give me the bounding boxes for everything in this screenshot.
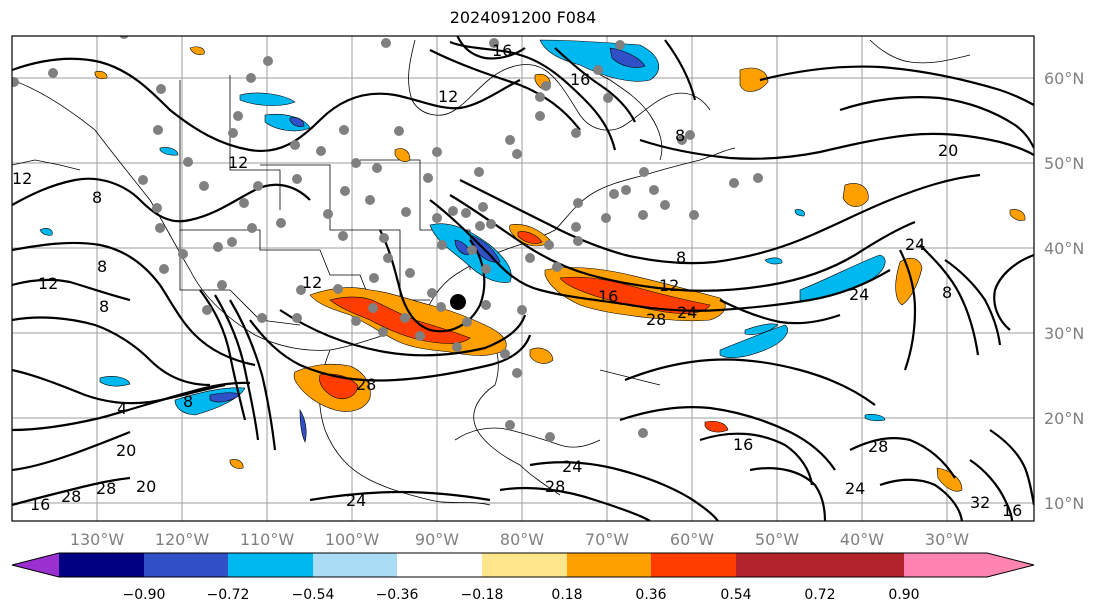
contour-label: 28 — [356, 375, 376, 394]
lon-label: 110°W — [240, 530, 295, 549]
lat-label: 20°N — [1044, 409, 1084, 428]
contour-label: 28 — [96, 479, 116, 498]
lat-label: 50°N — [1044, 154, 1084, 173]
colorbar-tick: −0.36 — [376, 587, 419, 603]
contour-label: 8 — [97, 257, 107, 276]
contour-label: 12 — [438, 87, 458, 106]
lon-label: 70°W — [585, 530, 629, 549]
lon-label: 60°W — [670, 530, 714, 549]
contour-label: 8 — [92, 188, 102, 207]
lon-label: 90°W — [415, 530, 459, 549]
colorbar-tick: −0.72 — [207, 587, 250, 603]
contour-label: 28 — [61, 487, 81, 506]
contour-label: 8 — [942, 283, 952, 302]
lat-label: 60°N — [1044, 69, 1084, 88]
colorbar-segment — [228, 553, 313, 577]
contour-label: 16 — [570, 70, 590, 89]
lon-label: 50°W — [755, 530, 799, 549]
longitude-labels: 130°W 120°W 110°W 100°W 90°W 80°W 70°W 6… — [70, 530, 969, 549]
contour-label: 24 — [677, 303, 697, 322]
contour-label: 20 — [116, 441, 136, 460]
colorbar: −0.90 −0.72 −0.54 −0.36 −0.18 0.18 0.36 … — [11, 552, 1035, 603]
contour-label: 16 — [733, 435, 753, 454]
colorbar-segment — [313, 553, 397, 577]
contour-label: 8 — [183, 392, 193, 411]
colorbar-outline — [11, 552, 1035, 578]
colorbar-tick: 0.18 — [551, 587, 582, 603]
colorbar-tick: 0.54 — [720, 587, 751, 603]
map-frame — [11, 35, 1035, 522]
contour-label: 16 — [30, 495, 50, 514]
lon-label: 120°W — [155, 530, 210, 549]
contour-label: 4 — [117, 399, 127, 418]
latitude-labels: 60°N 50°N 40°N 30°N 20°N 10°N — [1044, 69, 1084, 513]
colorbar-extend-low — [12, 553, 59, 577]
contour-label: 32 — [970, 493, 990, 512]
colorbar-tick: −0.90 — [123, 587, 166, 603]
lat-label: 30°N — [1044, 324, 1084, 343]
lon-label: 100°W — [325, 530, 380, 549]
colorbar-segment — [144, 553, 228, 577]
station-dots — [12, 36, 763, 442]
colorbar-segment — [482, 553, 567, 577]
contour-label: 8 — [99, 297, 109, 316]
contour-label: 12 — [302, 273, 322, 292]
lon-label: 80°W — [500, 530, 544, 549]
contour-label: 24 — [849, 285, 869, 304]
colorbar-tick: −0.18 — [461, 587, 504, 603]
contour-label: 24 — [346, 491, 366, 510]
contour-label: 16 — [1002, 501, 1022, 520]
contour-label: 28 — [646, 310, 666, 329]
colorbar-extend-high — [904, 553, 1034, 577]
low-center-marker — [450, 294, 466, 310]
contour-label: 12 — [228, 153, 248, 172]
contour-label: 24 — [845, 479, 865, 498]
contour-label: 28 — [545, 477, 565, 496]
contour-label: 16 — [492, 41, 512, 60]
lon-label: 40°W — [840, 530, 884, 549]
colorbar-tick: 0.90 — [888, 587, 919, 603]
lat-label: 40°N — [1044, 239, 1084, 258]
contour-label: 24 — [562, 457, 582, 476]
contour-label: 8 — [676, 248, 686, 267]
lon-label: 130°W — [70, 530, 125, 549]
contour-labels: 16 12 16 12 20 12 12 8 8 8 12 16 12 8 16… — [12, 41, 1022, 520]
colorbar-segment — [820, 553, 904, 577]
contour-label: 24 — [905, 235, 925, 254]
lat-label: 10°N — [1044, 494, 1084, 513]
contour-label: 28 — [868, 437, 888, 456]
lon-label: 30°W — [925, 530, 969, 549]
colorbar-segment — [397, 553, 482, 577]
contour-label: 12 — [38, 274, 58, 293]
contour-label: 16 — [598, 287, 618, 306]
colorbar-tick: −0.54 — [292, 587, 335, 603]
contour-label: 20 — [938, 141, 958, 160]
contour-label: 20 — [136, 477, 156, 496]
map-title: 2024091200 F084 — [449, 8, 597, 27]
colorbar-segment — [651, 553, 736, 577]
colorbar-segment — [736, 553, 820, 577]
contour-label: 8 — [675, 126, 685, 145]
colorbar-tick: 0.36 — [635, 587, 666, 603]
height-contours — [12, 36, 1034, 521]
colorbar-segment — [59, 553, 144, 577]
contour-label: 12 — [659, 276, 679, 295]
contour-label: 12 — [12, 169, 32, 188]
colorbar-tick: 0.72 — [804, 587, 835, 603]
colorbar-segment — [567, 553, 651, 577]
